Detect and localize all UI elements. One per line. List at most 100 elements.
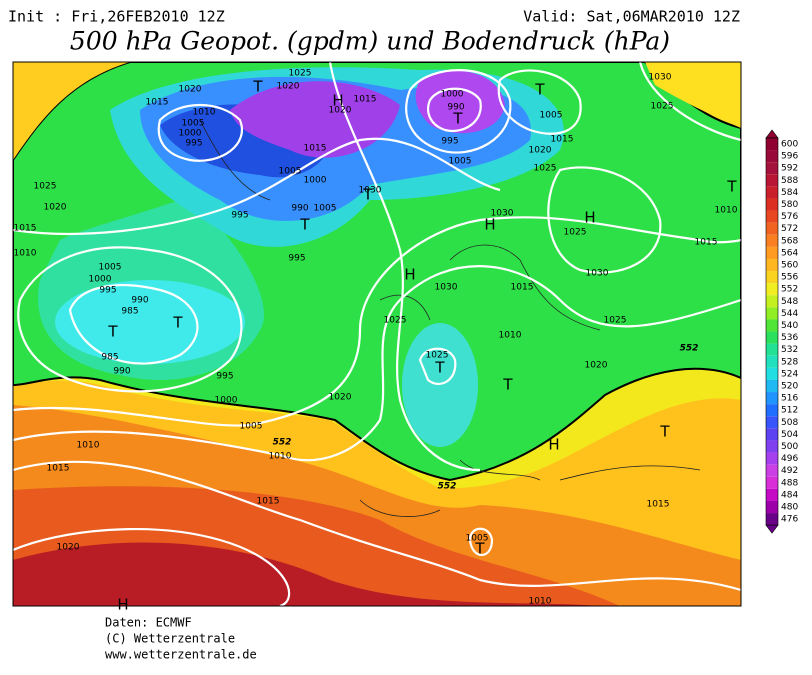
colorbar-label: 536 [781, 333, 798, 343]
isobar-label: 1015 [551, 135, 574, 145]
colorbar-cell [766, 392, 778, 405]
isobar-label: 1010 [529, 597, 552, 607]
colorbar-cell [766, 464, 778, 477]
colorbar-cell [766, 174, 778, 187]
footer-url: www.wetterzentrale.de [105, 648, 257, 662]
colorbar-label: 528 [781, 357, 798, 367]
colorbar-label: 564 [781, 248, 798, 258]
valid-time: Valid: Sat,06MAR2010 12Z [523, 8, 740, 26]
colorbar-label: 568 [781, 236, 798, 246]
isobar-label: 1015 [304, 144, 327, 154]
isobar-label: 1020 [179, 85, 202, 95]
map [13, 62, 741, 606]
isobar-label: 1005 [314, 204, 337, 214]
colorbar-cell [766, 452, 778, 465]
pressure-center: T [172, 314, 183, 332]
colorbar-label: 516 [781, 394, 798, 404]
colorbar-label: 556 [781, 273, 798, 283]
colorbar-cell [766, 307, 778, 320]
colorbar-label: 520 [781, 382, 798, 392]
pressure-center: H [548, 436, 559, 454]
pressure-center: T [726, 178, 737, 196]
colorbar-label: 572 [781, 224, 798, 234]
isobar-label: 1010 [77, 441, 100, 451]
colorbar-label: 496 [781, 454, 798, 464]
isobar-label: 1005 [279, 167, 302, 177]
colorbar-label: 544 [781, 309, 798, 319]
isobar-label: 1020 [57, 543, 80, 553]
isobar-label: 985 [101, 353, 118, 363]
colorbar-cell [766, 476, 778, 489]
colorbar-cell [766, 488, 778, 501]
isobar-label: 1025 [564, 228, 587, 238]
colorbar-label: 488 [781, 478, 798, 488]
isobar-label: 1020 [585, 361, 608, 371]
isobar-label: 1020 [329, 106, 352, 116]
isobar-label: 1020 [277, 82, 300, 92]
field-purple-east [415, 70, 505, 134]
isobar-label: 1005 [449, 157, 472, 167]
isobar-label: 990 [131, 296, 148, 306]
isobar-label: 1000 [89, 275, 112, 285]
isobar-label: 990 [113, 367, 130, 377]
colorbar-cell [766, 404, 778, 417]
contour-label: 552 [273, 438, 292, 448]
isobar-label: 1020 [329, 393, 352, 403]
colorbar-label: 476 [781, 515, 798, 525]
colorbar-cell [766, 355, 778, 368]
colorbar-cell [766, 271, 778, 284]
colorbar-cell [766, 258, 778, 272]
colorbar-cell [766, 428, 778, 441]
map-frame [12, 61, 742, 607]
isobar-label: 1020 [529, 146, 552, 156]
isobar-label: 1005 [466, 534, 489, 544]
field-cyan-low [55, 280, 245, 364]
isobar-label: 1000 [215, 396, 238, 406]
pressure-center: T [434, 359, 445, 377]
colorbar-label: 524 [781, 369, 798, 379]
colorbar-label: 504 [781, 430, 798, 440]
colorbar-label: 552 [781, 285, 798, 295]
isobar-label: 1025 [604, 316, 627, 326]
colorbar-cell [766, 367, 778, 380]
isobar-label: 1005 [99, 263, 122, 273]
isobar-label: 995 [231, 211, 248, 221]
isobar-label: 1030 [491, 209, 514, 219]
contour-label: 552 [438, 482, 457, 492]
isobar-label: 1000 [441, 90, 464, 100]
contour-label: 552 [680, 344, 699, 354]
colorbar-cell [766, 150, 778, 163]
pressure-center: H [484, 216, 495, 234]
isobar-label: 1030 [649, 73, 672, 83]
colorbar-label: 540 [781, 321, 798, 331]
colorbar-label: 480 [781, 503, 798, 513]
map-title: 500 hPa Geopot. (gpdm) und Bodendruck (h… [70, 27, 670, 56]
colorbar-cell [766, 198, 778, 211]
isobar-label: 1005 [182, 119, 205, 129]
isobar-label: 1025 [34, 182, 57, 192]
isobar-label: 1000 [304, 176, 327, 186]
isobar-label: 995 [99, 286, 116, 296]
colorbar-cell [766, 379, 778, 393]
field-yellow-corner [13, 62, 130, 160]
pressure-center: T [362, 186, 373, 204]
colorbar-cell [766, 440, 778, 453]
isobar-label: 1010 [715, 206, 738, 216]
colorbar-cap-top [765, 129, 779, 139]
pressure-center: T [252, 78, 263, 96]
isobar-label: 1010 [269, 452, 292, 462]
isobar-label: 1015 [146, 98, 169, 108]
isobar-label: 995 [216, 372, 233, 382]
colorbar-label: 596 [781, 152, 798, 162]
pressure-center: T [299, 216, 310, 234]
colorbar-cell [766, 513, 778, 526]
isobar-label: 995 [288, 254, 305, 264]
colorbar-label: 576 [781, 212, 798, 222]
colorbar-cell [766, 343, 778, 356]
colorbar-cell [766, 246, 778, 259]
colorbar-cell [766, 234, 778, 247]
isobar-label: 1015 [647, 500, 670, 510]
isobar-label: 1025 [651, 102, 674, 112]
isobar-label: 1015 [354, 95, 377, 105]
colorbar-label: 508 [781, 418, 798, 428]
